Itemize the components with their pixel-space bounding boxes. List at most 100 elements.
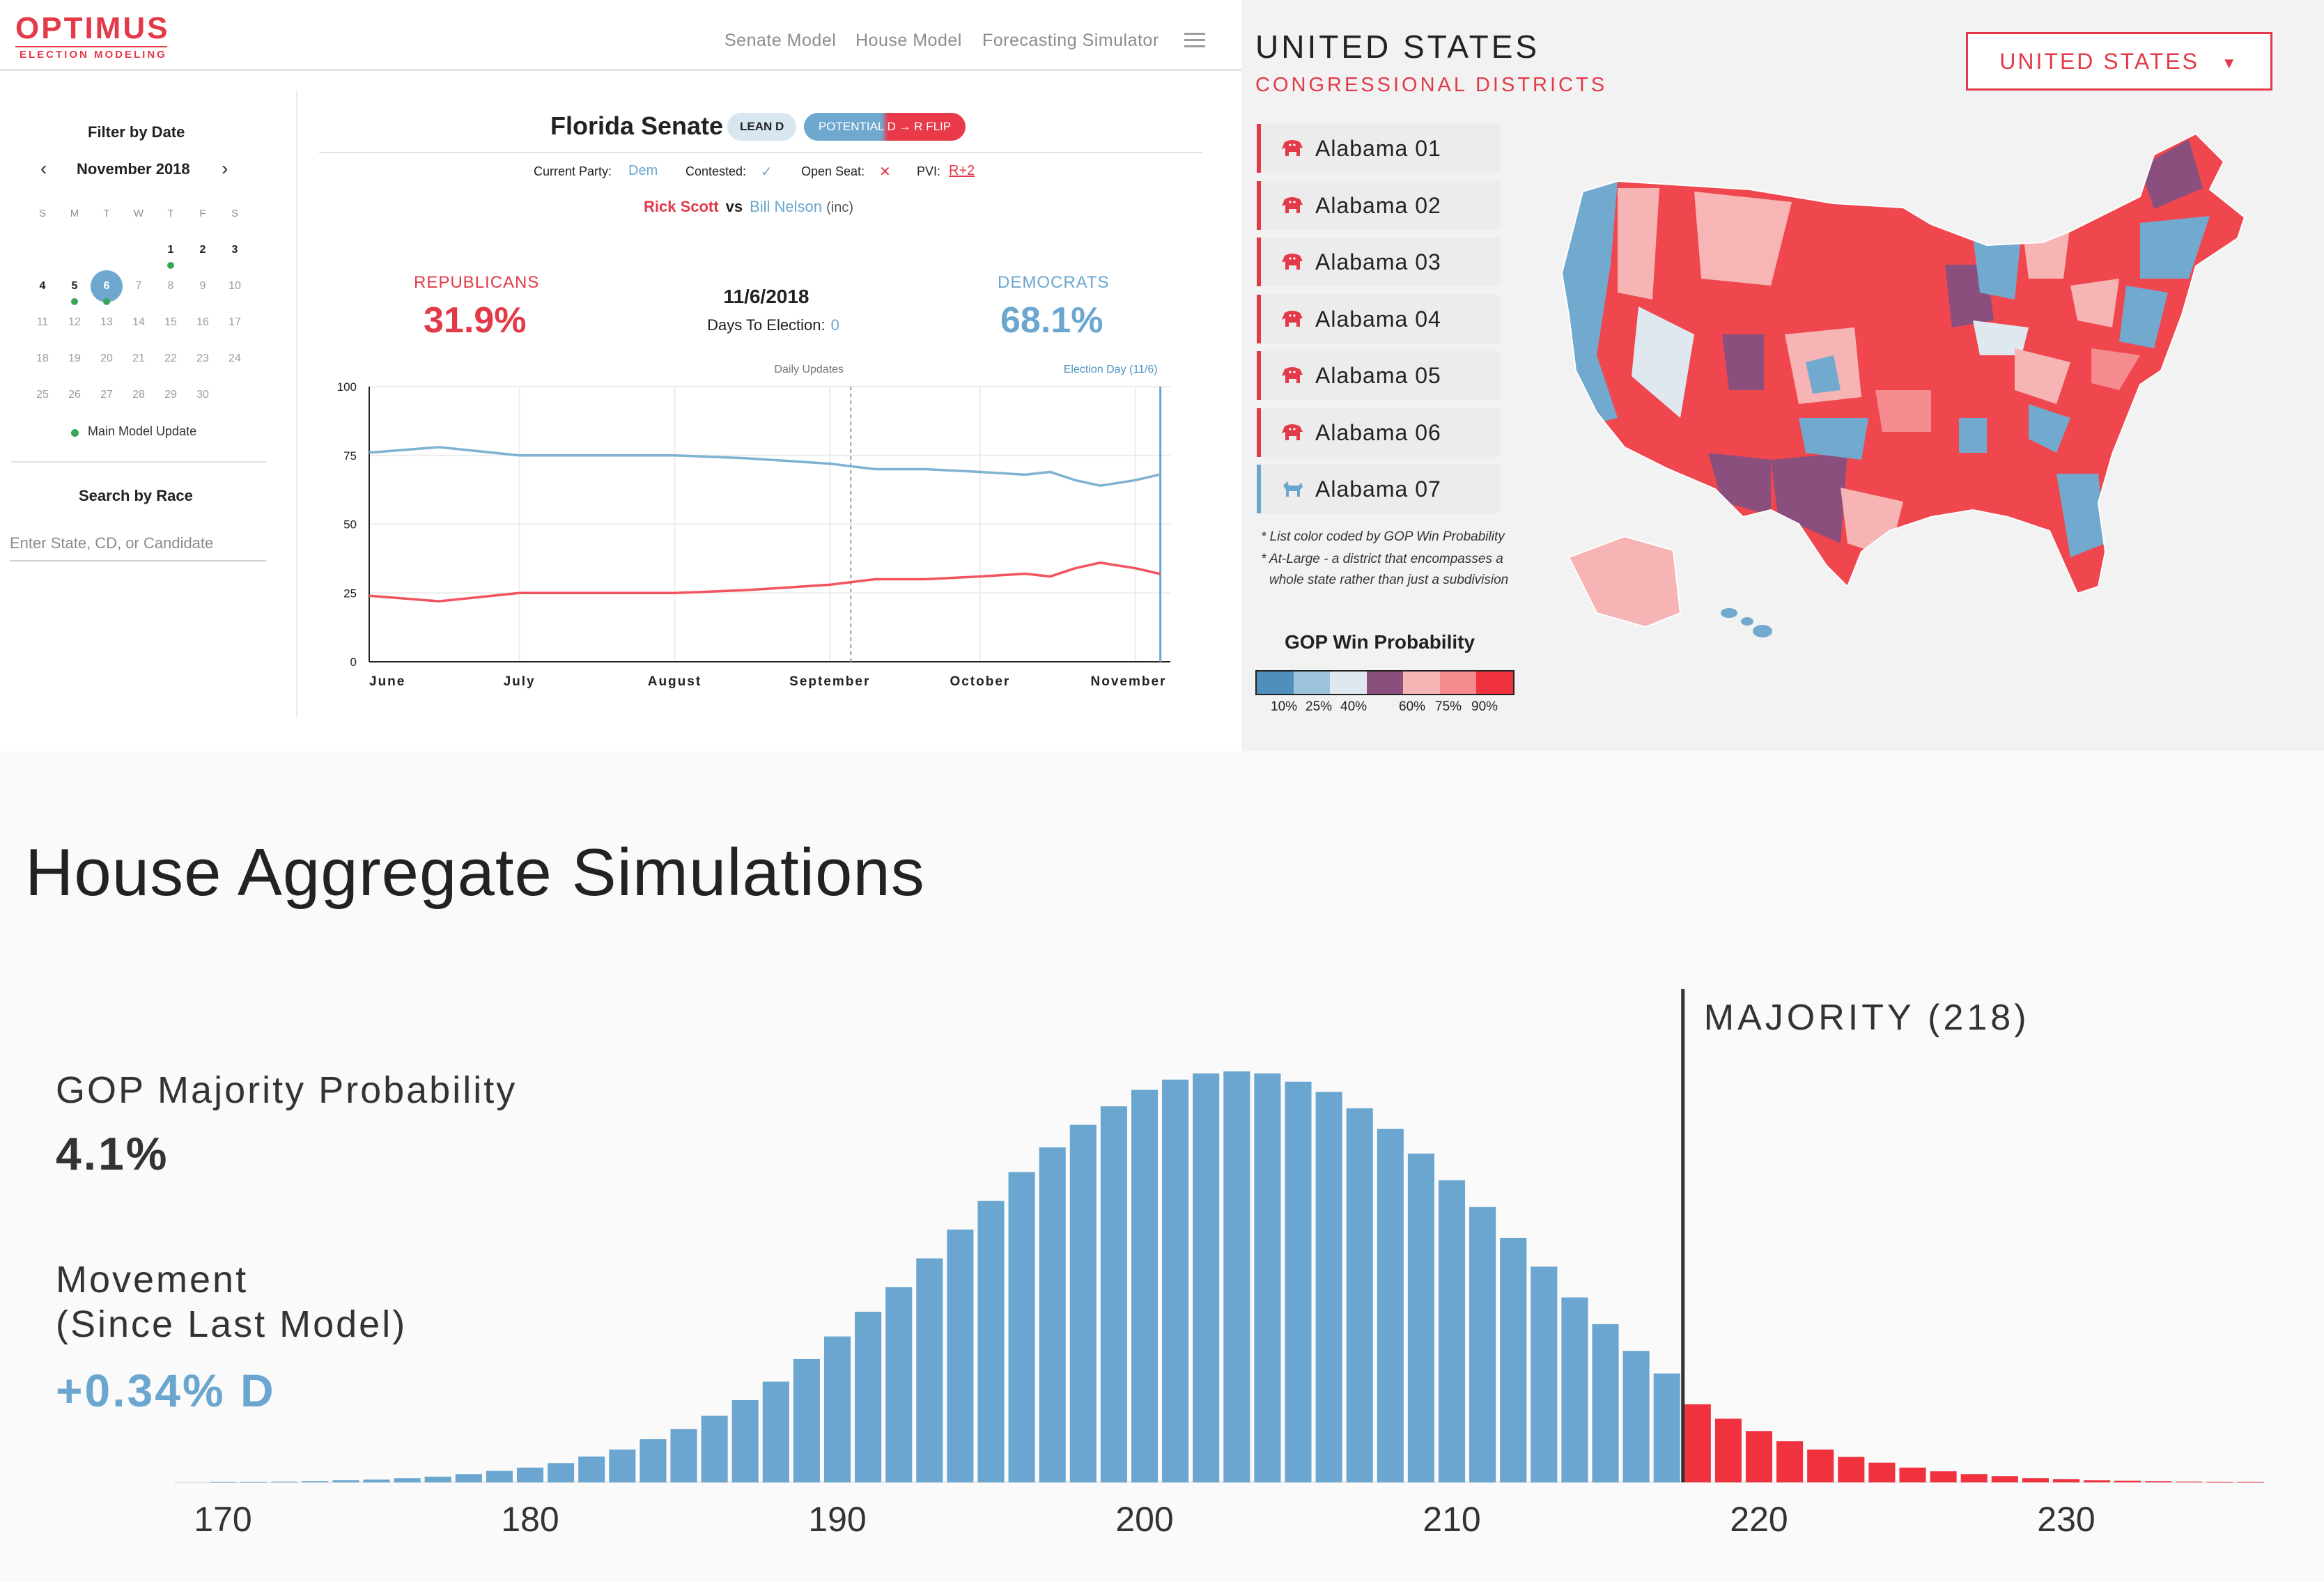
- calendar-day[interactable]: 29: [164, 389, 177, 401]
- donkey-icon: [1283, 481, 1303, 497]
- calendar-day[interactable]: 25: [36, 389, 49, 401]
- dem-majority-bar: [1622, 1351, 1650, 1482]
- calendar-month: November 2018: [77, 160, 190, 178]
- dem-majority-bar: [762, 1381, 789, 1482]
- hamburger-menu-icon[interactable]: [1184, 33, 1205, 48]
- us-outline: [1560, 132, 2246, 595]
- dem-majority-bar: [885, 1287, 913, 1482]
- district-label: Alabama 03: [1315, 249, 1441, 274]
- calendar-day[interactable]: 7: [135, 280, 142, 292]
- calendar-day[interactable]: 8: [167, 280, 174, 292]
- calendar-day[interactable]: 11: [36, 316, 49, 328]
- calendar-day[interactable]: 10: [228, 280, 241, 292]
- lean-badge: LEAN D: [727, 113, 797, 141]
- optimus-logo[interactable]: OPTIMUS ELECTION MODELING: [15, 13, 176, 61]
- map-note-at-large-cont: whole state rather than just a subdivisi…: [1269, 573, 1509, 587]
- sidebar-divider: [296, 91, 297, 718]
- dem-majority-bar: [670, 1429, 697, 1482]
- elephant-icon: [1282, 367, 1303, 383]
- dem-majority-bar: [363, 1479, 390, 1482]
- nav-house-model[interactable]: House Model: [855, 31, 962, 50]
- calendar-day[interactable]: 2: [199, 244, 206, 256]
- versus-label: vs: [725, 198, 743, 215]
- district-list-item[interactable]: Alabama 07: [1257, 465, 1501, 513]
- district-list-item[interactable]: Alabama 05: [1257, 351, 1501, 400]
- us-congressional-map[interactable]: [1541, 125, 2307, 697]
- region-select-dropdown[interactable]: UNITED STATES ▼: [1966, 32, 2272, 91]
- chevron-left-icon[interactable]: ‹: [40, 157, 47, 179]
- dem-majority-bar: [640, 1439, 667, 1482]
- dem-majority-bar: [394, 1478, 421, 1482]
- movement-label: Movement: [56, 1259, 249, 1301]
- dem-majority-bar: [1531, 1266, 1558, 1482]
- calendar-day[interactable]: 28: [132, 389, 145, 401]
- days-label: Days To Election:: [707, 316, 826, 334]
- nav-forecasting-simulator[interactable]: Forecasting Simulator: [982, 31, 1159, 50]
- rep-series-line: [369, 561, 1161, 603]
- forecast-date: 11/6/2018: [723, 286, 809, 307]
- incumbent-tag: (inc): [826, 200, 854, 215]
- gop-majority-bar: [1714, 1418, 1742, 1482]
- calendar-day[interactable]: 1: [167, 244, 174, 256]
- x-tick-label: November: [1091, 674, 1167, 689]
- dem-majority-bar: [302, 1481, 329, 1482]
- calendar-day[interactable]: 14: [132, 316, 145, 328]
- y-tick-label: 50: [343, 518, 357, 532]
- dem-series-line: [369, 446, 1161, 487]
- calendar-day[interactable]: 3: [231, 244, 238, 256]
- calendar-day[interactable]: 9: [199, 280, 206, 292]
- dem-majority-bar: [455, 1474, 482, 1482]
- legend-tick-label: 90%: [1471, 699, 1498, 714]
- race-search-input[interactable]: [10, 527, 266, 561]
- calendar-day[interactable]: 18: [36, 352, 49, 364]
- calendar-day[interactable]: 22: [164, 352, 177, 364]
- district-label: Alabama 05: [1315, 363, 1441, 388]
- gop-majority-bar: [1776, 1441, 1804, 1482]
- calendar-day[interactable]: 4: [39, 280, 46, 292]
- calendar-day[interactable]: 17: [228, 316, 241, 328]
- calendar-day[interactable]: 19: [68, 352, 81, 364]
- dem-majority-bar: [1592, 1324, 1619, 1482]
- hawaii-shape: [1721, 608, 1772, 637]
- district-list-item[interactable]: Alabama 01: [1257, 124, 1501, 173]
- calendar-day[interactable]: 12: [68, 316, 81, 328]
- calendar-day[interactable]: 15: [164, 316, 177, 328]
- race-separator: [319, 152, 1202, 153]
- gop-majority-bar: [1899, 1467, 1926, 1482]
- district-list-item[interactable]: Alabama 04: [1257, 294, 1501, 343]
- chevron-right-icon[interactable]: ›: [222, 157, 228, 179]
- open-seat-label: Open Seat:: [801, 164, 865, 178]
- calendar-day[interactable]: 30: [196, 389, 209, 401]
- elephant-icon: [1282, 310, 1303, 327]
- gop-majority-bar: [1930, 1471, 1957, 1482]
- district-list-item[interactable]: Alabama 02: [1257, 180, 1501, 230]
- calendar-day[interactable]: 16: [196, 316, 209, 328]
- dem-majority-bar: [578, 1456, 605, 1482]
- elephant-icon: [1282, 254, 1303, 270]
- dem-majority-bar: [1469, 1207, 1496, 1482]
- district-list-item[interactable]: Alabama 06: [1257, 408, 1501, 457]
- calendar-day[interactable]: 23: [196, 352, 209, 364]
- nav-senate-model[interactable]: Senate Model: [725, 31, 837, 50]
- alaska-shape: [1567, 535, 1682, 628]
- calendar-day[interactable]: 21: [132, 352, 145, 364]
- district-list-item[interactable]: Alabama 03: [1257, 238, 1501, 286]
- calendar-day[interactable]: 26: [68, 389, 81, 401]
- calendar-day[interactable]: 5: [71, 280, 78, 292]
- gop-majority-bar: [1745, 1431, 1773, 1482]
- dem-majority-bar: [1254, 1073, 1281, 1482]
- calendar-day[interactable]: 20: [100, 352, 113, 364]
- gop-win-probability-title: GOP Win Probability: [1285, 631, 1475, 653]
- rep-candidate: Rick Scott: [644, 198, 719, 215]
- dem-candidate: Bill Nelson: [750, 198, 823, 215]
- pvi-value[interactable]: R+2: [949, 163, 975, 178]
- model-update-dot-icon: [71, 429, 79, 437]
- movement-sublabel: (Since Last Model): [56, 1303, 408, 1345]
- calendar-day[interactable]: 6: [91, 270, 123, 302]
- calendar-day[interactable]: 27: [100, 389, 113, 401]
- dem-majority-bar: [855, 1312, 882, 1482]
- dem-majority-bar: [1407, 1154, 1434, 1482]
- calendar-day[interactable]: 24: [228, 352, 241, 364]
- calendar-day[interactable]: 13: [100, 316, 113, 328]
- weekday-header: T: [167, 208, 174, 219]
